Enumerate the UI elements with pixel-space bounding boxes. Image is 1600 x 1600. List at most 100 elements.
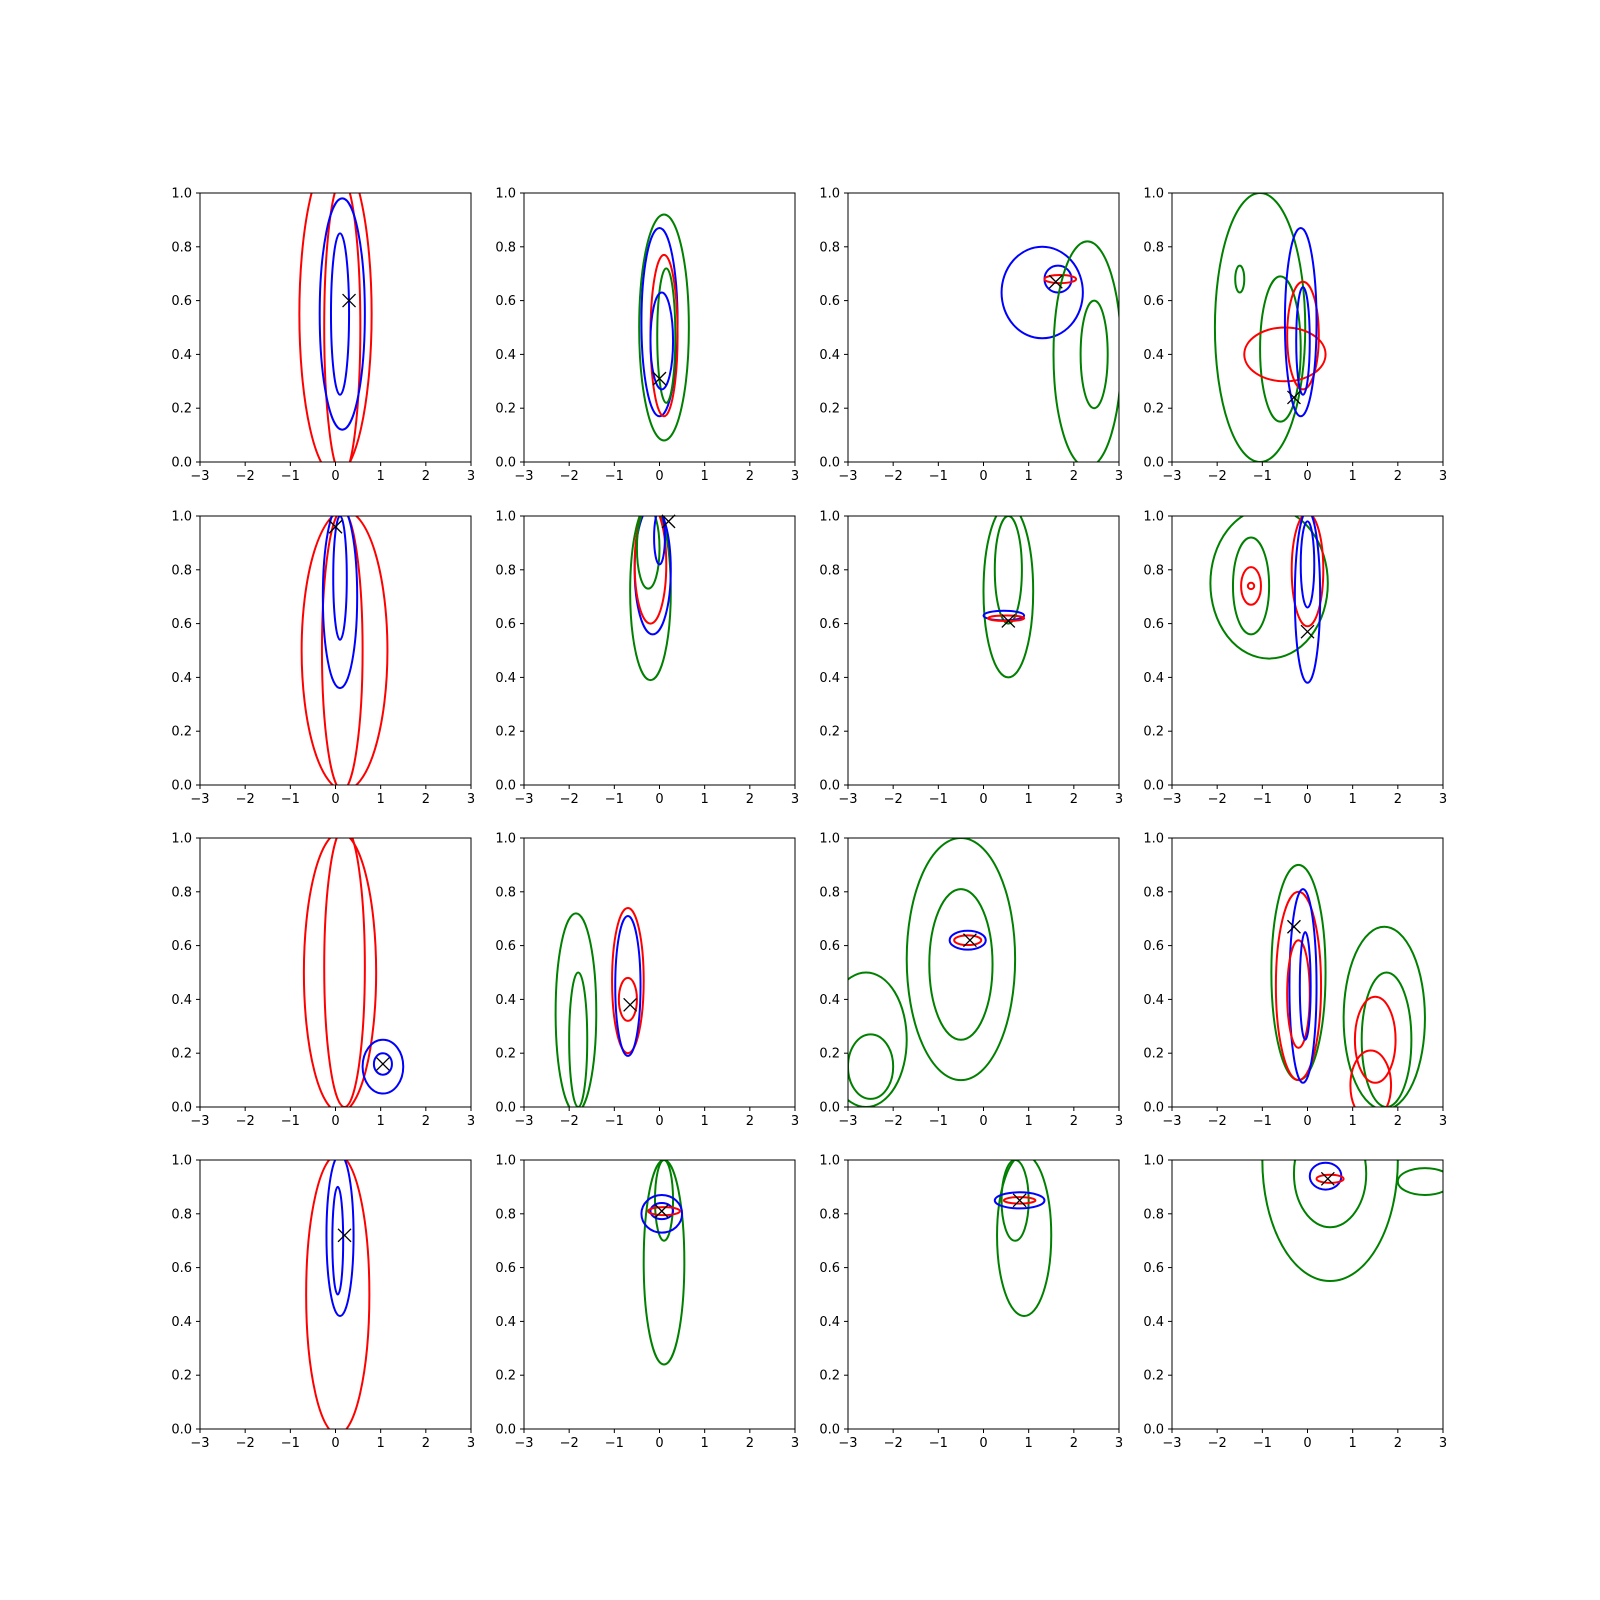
x-tick-label: 1	[377, 1114, 385, 1129]
y-tick-label: 0.6	[819, 294, 840, 309]
y-tick-label: 0.2	[495, 725, 516, 740]
red-contour	[1290, 516, 1325, 628]
subplot-2: −3 −2 −1 0 1 2 3 0.0 0.2 0.4 0.6 0.8 1.0	[495, 187, 799, 485]
blue-contour	[640, 1193, 684, 1234]
blue-contour	[372, 1052, 393, 1076]
x-tick-label: 1	[377, 469, 385, 484]
x-tick-label: 1	[1349, 792, 1357, 807]
axes-frame	[199, 192, 472, 463]
y-tick-label: 0.2	[495, 1047, 516, 1062]
y-tick-label: 0.4	[171, 671, 192, 686]
blue-contour	[331, 1185, 345, 1296]
y-tick-label: 0.2	[819, 1047, 840, 1062]
x-tick-label: 2	[1070, 469, 1078, 484]
x-tick-label: −3	[838, 1436, 857, 1451]
axes-frame	[1171, 1159, 1444, 1430]
x-tick-label: 0	[655, 792, 663, 807]
y-tick-label: 0.8	[1143, 1207, 1164, 1222]
x-tick-label: −1	[929, 1114, 948, 1129]
red-contour	[1315, 1173, 1345, 1184]
x-tick-label: −2	[884, 1114, 903, 1129]
blue-contour	[649, 1202, 675, 1221]
red-contour	[633, 516, 668, 625]
x-tick-label: −2	[1208, 1436, 1227, 1451]
x-tick-label: −3	[514, 1436, 533, 1451]
y-tick-label: 0.2	[819, 725, 840, 740]
x-tick-label: −3	[190, 1114, 209, 1129]
red-contour	[1274, 890, 1323, 1082]
green-contour	[656, 267, 677, 404]
green-contour	[1396, 1167, 1443, 1196]
y-tick-label: 0.2	[819, 402, 840, 417]
blue-contour	[948, 929, 987, 951]
contour-group	[1213, 193, 1327, 462]
x-tick-label: 1	[701, 1436, 709, 1451]
subplot-6: −3 −2 −1 0 1 2 3 0.0 0.2 0.4 0.6 0.8 1.0	[495, 510, 799, 808]
x-tick-label: 3	[791, 1114, 799, 1129]
y-tick-label: 1.0	[819, 510, 840, 525]
x-tick-label: −1	[1253, 469, 1272, 484]
y-tick-label: 0.4	[495, 671, 516, 686]
green-contour	[1234, 264, 1246, 294]
blue-contour	[1298, 931, 1312, 1041]
x-tick-label: −1	[281, 792, 300, 807]
green-contour	[848, 1033, 895, 1100]
y-tick-label: 0.4	[819, 993, 840, 1008]
y-tick-label: 1.0	[819, 832, 840, 847]
blue-contour	[318, 197, 366, 431]
x-tick-label: −1	[605, 469, 624, 484]
x-tick-label: 1	[1025, 469, 1033, 484]
blue-contour	[1299, 520, 1316, 609]
blue-contour	[361, 1038, 405, 1095]
x-tick-label: 3	[467, 1114, 475, 1129]
x-tick-label: −1	[281, 469, 300, 484]
contour-group	[640, 1160, 686, 1366]
green-contour	[1292, 1160, 1368, 1229]
green-contour	[1259, 275, 1302, 423]
green-contour	[1261, 1160, 1399, 1283]
subplot-8: −3 −2 −1 0 1 2 3 0.0 0.2 0.4 0.6 0.8 1.0	[1143, 510, 1447, 808]
y-tick-label: 0.0	[495, 1423, 516, 1438]
green-contour	[1231, 536, 1271, 636]
green-contour	[568, 971, 589, 1107]
y-tick-label: 0.6	[171, 939, 192, 954]
blue-contour	[321, 516, 359, 690]
x-tick-label: −3	[190, 1436, 209, 1451]
x-tick-label: −3	[190, 792, 209, 807]
blue-contour	[1000, 245, 1084, 340]
axes-frame	[1171, 192, 1444, 463]
red-contour	[302, 838, 378, 1107]
y-tick-label: 0.8	[495, 1207, 516, 1222]
x-tick-label: −2	[884, 1436, 903, 1451]
x-tick-label: 2	[746, 792, 754, 807]
y-tick-label: 0.6	[1143, 617, 1164, 632]
x-marker	[342, 293, 357, 308]
x-marker	[328, 519, 343, 534]
x-tick-label: 3	[1115, 1436, 1123, 1451]
x-tick-label: 3	[1439, 1114, 1447, 1129]
y-tick-label: 0.2	[171, 1047, 192, 1062]
y-tick-label: 0.0	[819, 1423, 840, 1438]
x-tick-label: 0	[979, 1114, 987, 1129]
x-tick-label: 2	[746, 1436, 754, 1451]
x-tick-label: −2	[560, 1114, 579, 1129]
axes-frame	[523, 837, 796, 1108]
y-tick-label: 0.0	[495, 1101, 516, 1116]
x-tick-label: 0	[331, 1114, 339, 1129]
y-tick-label: 0.0	[1143, 1101, 1164, 1116]
red-contour	[323, 193, 362, 462]
red-contour	[611, 906, 645, 1055]
x-tick-label: −3	[1162, 469, 1181, 484]
x-tick-label: 1	[701, 1114, 709, 1129]
x-marker	[1048, 274, 1063, 289]
x-tick-label: −3	[838, 469, 857, 484]
x-tick-label: 3	[1115, 469, 1123, 484]
contour-group	[1270, 863, 1426, 1107]
x-tick-label: 3	[791, 1436, 799, 1451]
x-marker	[1300, 624, 1315, 639]
x-marker	[623, 997, 638, 1012]
blue-contour	[325, 1160, 355, 1317]
subplot-12: −3 −2 −1 0 1 2 3 0.0 0.2 0.4 0.6 0.8 1.0	[1143, 832, 1447, 1130]
y-tick-label: 0.4	[171, 348, 192, 363]
y-tick-label: 0.0	[819, 1101, 840, 1116]
